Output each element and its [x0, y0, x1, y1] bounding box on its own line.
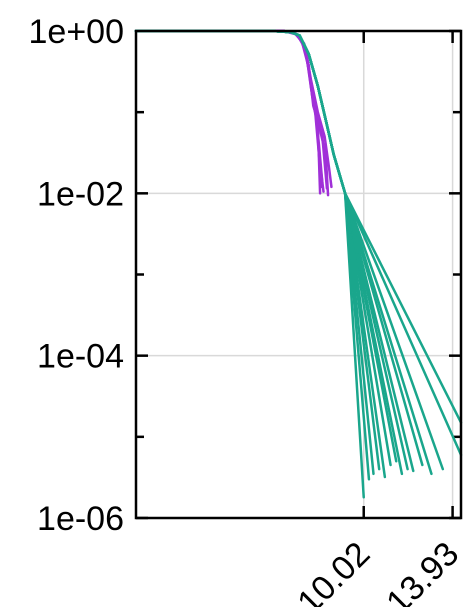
purple-series-line	[134, 29, 329, 190]
y-tick-label: 1e+00	[29, 13, 125, 51]
x-tick-label: 13.93	[379, 535, 464, 607]
teal-series-line	[134, 29, 365, 499]
teal-series-line	[134, 29, 387, 479]
purple-series-line	[134, 29, 330, 197]
purple-series-line	[134, 29, 322, 195]
purple-series-line	[134, 29, 324, 184]
plot-frame	[134, 29, 463, 520]
y-tick-label: 1e-04	[37, 338, 124, 376]
teal-series-line	[134, 29, 375, 476]
teal-series-line	[134, 29, 371, 481]
purple-series-line	[134, 29, 323, 189]
grid-layer	[136, 30, 461, 519]
frame-layer	[134, 29, 463, 520]
y-tick-label: 1e-06	[37, 500, 124, 538]
teal-series-line	[134, 29, 463, 457]
purple-series-line	[134, 29, 333, 189]
teal-series-line	[134, 29, 381, 471]
ticks-layer	[136, 29, 461, 520]
series-layer	[134, 29, 463, 499]
purple-series-line	[134, 29, 325, 193]
y-tick-label: 1e-02	[37, 175, 124, 213]
x-tick-label: 10.02	[290, 535, 377, 607]
teal-series-line	[134, 29, 463, 424]
